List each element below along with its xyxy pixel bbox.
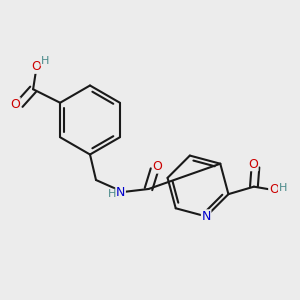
Text: O: O xyxy=(269,183,279,196)
Text: O: O xyxy=(10,98,20,111)
Text: H: H xyxy=(107,189,116,200)
Text: H: H xyxy=(278,183,287,193)
Text: O: O xyxy=(31,60,41,73)
Text: H: H xyxy=(41,56,49,66)
Text: O: O xyxy=(153,160,162,173)
Text: N: N xyxy=(202,210,211,223)
Text: O: O xyxy=(248,158,258,171)
Text: N: N xyxy=(116,185,125,199)
